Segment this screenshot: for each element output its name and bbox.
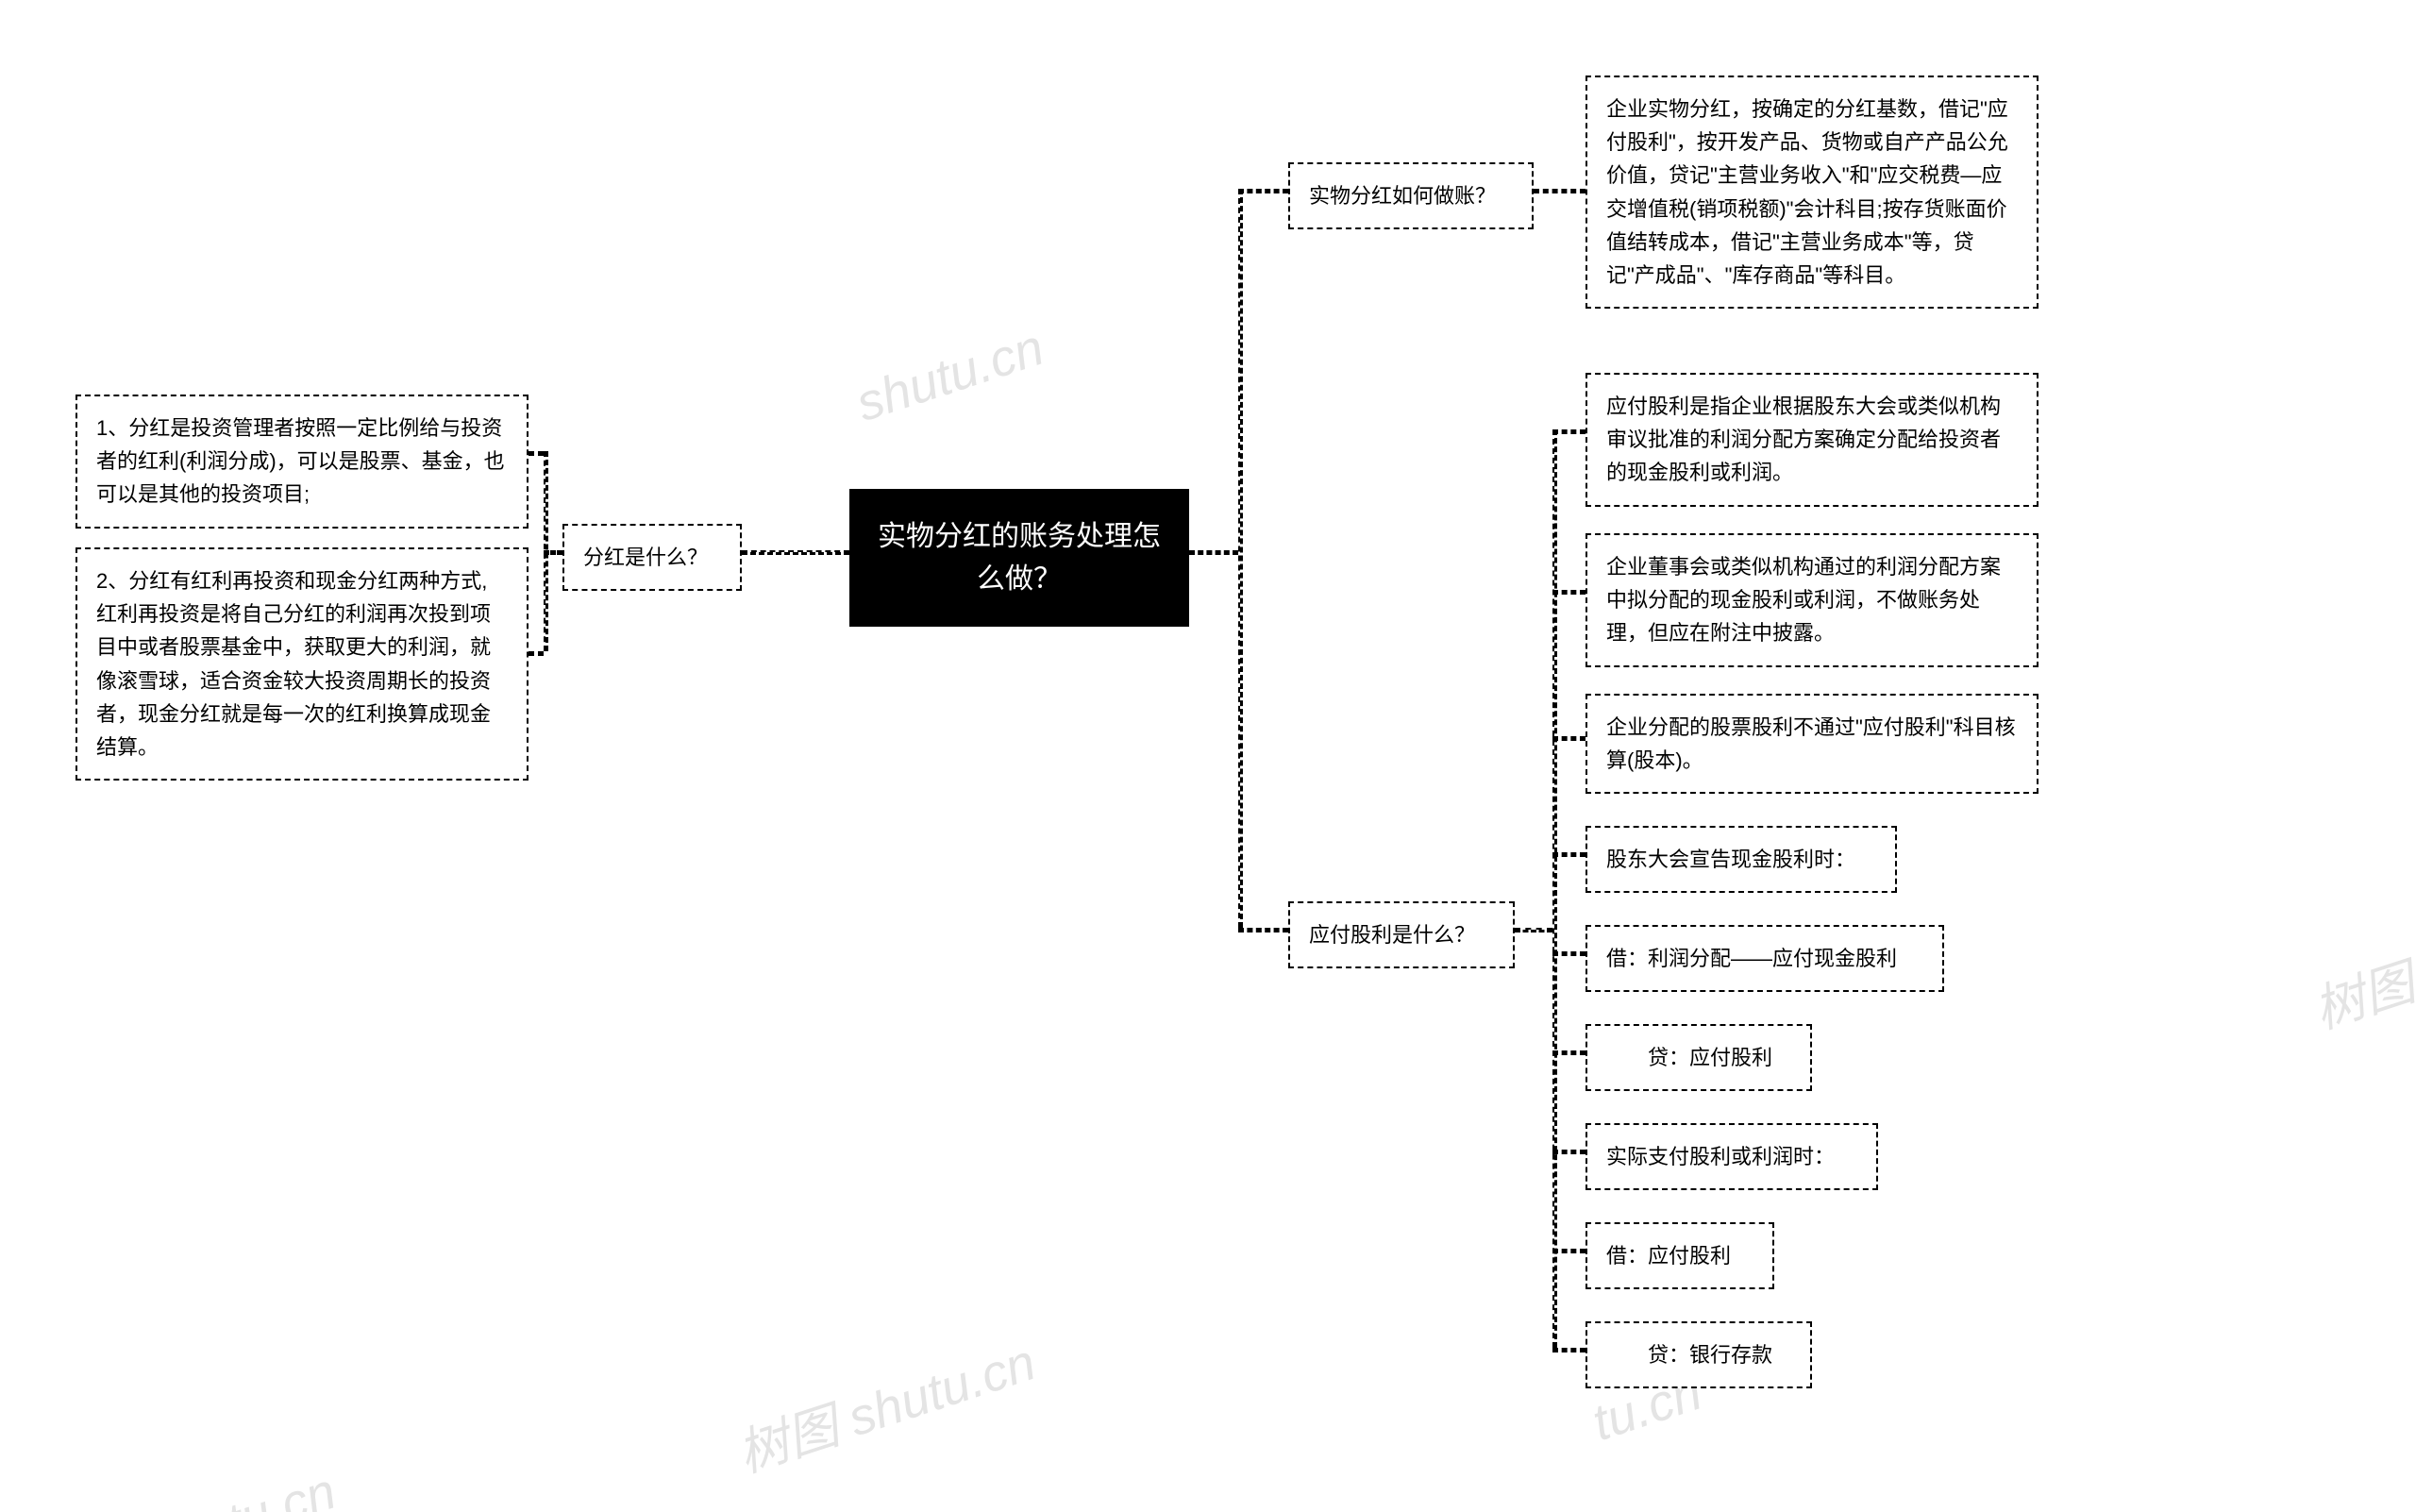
connector — [1534, 189, 1586, 193]
leaf-node: 企业实物分红，按确定的分红基数，借记"应付股利"，按开发产品、货物或自产产品公允… — [1586, 76, 2038, 309]
connector — [1552, 1050, 1586, 1055]
watermark: 树图 shutu.cn — [727, 1320, 1044, 1487]
branch-label-right-1: 实物分红如何做账？ — [1288, 162, 1534, 229]
leaf-node: 贷：应付股利 — [1586, 1024, 1812, 1091]
connector — [1515, 928, 1552, 932]
connector — [1552, 429, 1586, 434]
leaf-node: 应付股利是指企业根据股东大会或类似机构审议批准的利润分配方案确定分配给投资者的现… — [1586, 373, 2038, 507]
watermark: shutu.cn — [849, 318, 1050, 433]
connector — [1552, 1150, 1586, 1154]
connector — [1552, 1348, 1586, 1352]
connector — [528, 651, 544, 656]
connector — [1238, 189, 1288, 193]
leaf-node: 企业董事会或类似机构通过的利润分配方案中拟分配的现金股利或利润，不做账务处理，但… — [1586, 533, 2038, 667]
connector — [528, 451, 544, 456]
connector — [1552, 736, 1586, 741]
branch-label-right-2: 应付股利是什么？ — [1288, 901, 1515, 968]
connector — [544, 451, 548, 651]
connector — [1189, 550, 1238, 555]
leaf-node: 借：应付股利 — [1586, 1222, 1774, 1289]
connector — [1238, 928, 1288, 932]
leaf-node: 贷：银行存款 — [1586, 1321, 1812, 1388]
leaf-node: 2、分红有红利再投资和现金分红两种方式,红利再投资是将自己分红的利润再次投到项目… — [76, 547, 528, 781]
watermark: 图 shutu.cn — [76, 1450, 344, 1512]
connector — [1552, 1249, 1586, 1253]
connector — [1552, 852, 1586, 857]
leaf-node: 实际支付股利或利润时： — [1586, 1123, 1878, 1190]
leaf-node: 企业分配的股票股利不通过"应付股利"科目核算(股本)。 — [1586, 694, 2038, 794]
connector — [1552, 429, 1557, 1348]
connector — [1552, 951, 1586, 956]
connector — [742, 550, 849, 555]
root-node: 实物分红的账务处理怎么做？ — [849, 489, 1189, 627]
branch-label-left: 分红是什么？ — [562, 524, 742, 591]
mindmap-canvas: 图 shutu.cn 树图 shutu.cn 图 shutu.cn shutu.… — [0, 0, 2416, 1512]
leaf-node: 借：利润分配——应付现金股利 — [1586, 925, 1944, 992]
leaf-node: 1、分红是投资管理者按照一定比例给与投资者的红利(利润分成)，可以是股票、基金，… — [76, 395, 528, 529]
leaf-node: 股东大会宣告现金股利时： — [1586, 826, 1897, 893]
connector — [1238, 189, 1243, 928]
connector — [1552, 590, 1586, 595]
watermark: 树图 shutu — [2303, 898, 2416, 1043]
